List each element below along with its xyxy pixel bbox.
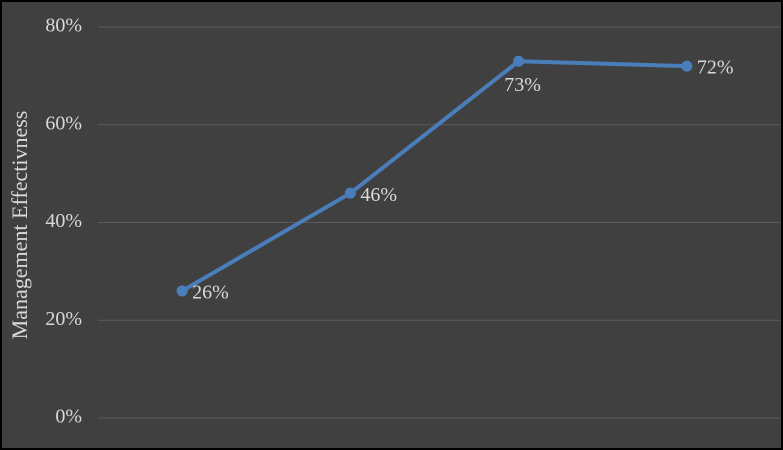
y-tick-label: 20% — [45, 308, 82, 330]
data-label: 26% — [192, 282, 229, 304]
line — [181, 59, 687, 293]
data-label: 46% — [360, 184, 397, 206]
marker — [513, 55, 525, 67]
marker — [176, 285, 188, 297]
y-tick-label: 40% — [45, 210, 82, 232]
marker — [681, 60, 693, 72]
data-label: 72% — [697, 57, 734, 79]
data-label: 73% — [504, 74, 541, 96]
marker — [344, 187, 356, 199]
y-axis-title: Management Effectivness — [7, 111, 32, 340]
y-tick-label: 80% — [45, 15, 82, 37]
y-tick-label: 0% — [55, 406, 82, 428]
y-tick-label: 60% — [45, 112, 82, 134]
